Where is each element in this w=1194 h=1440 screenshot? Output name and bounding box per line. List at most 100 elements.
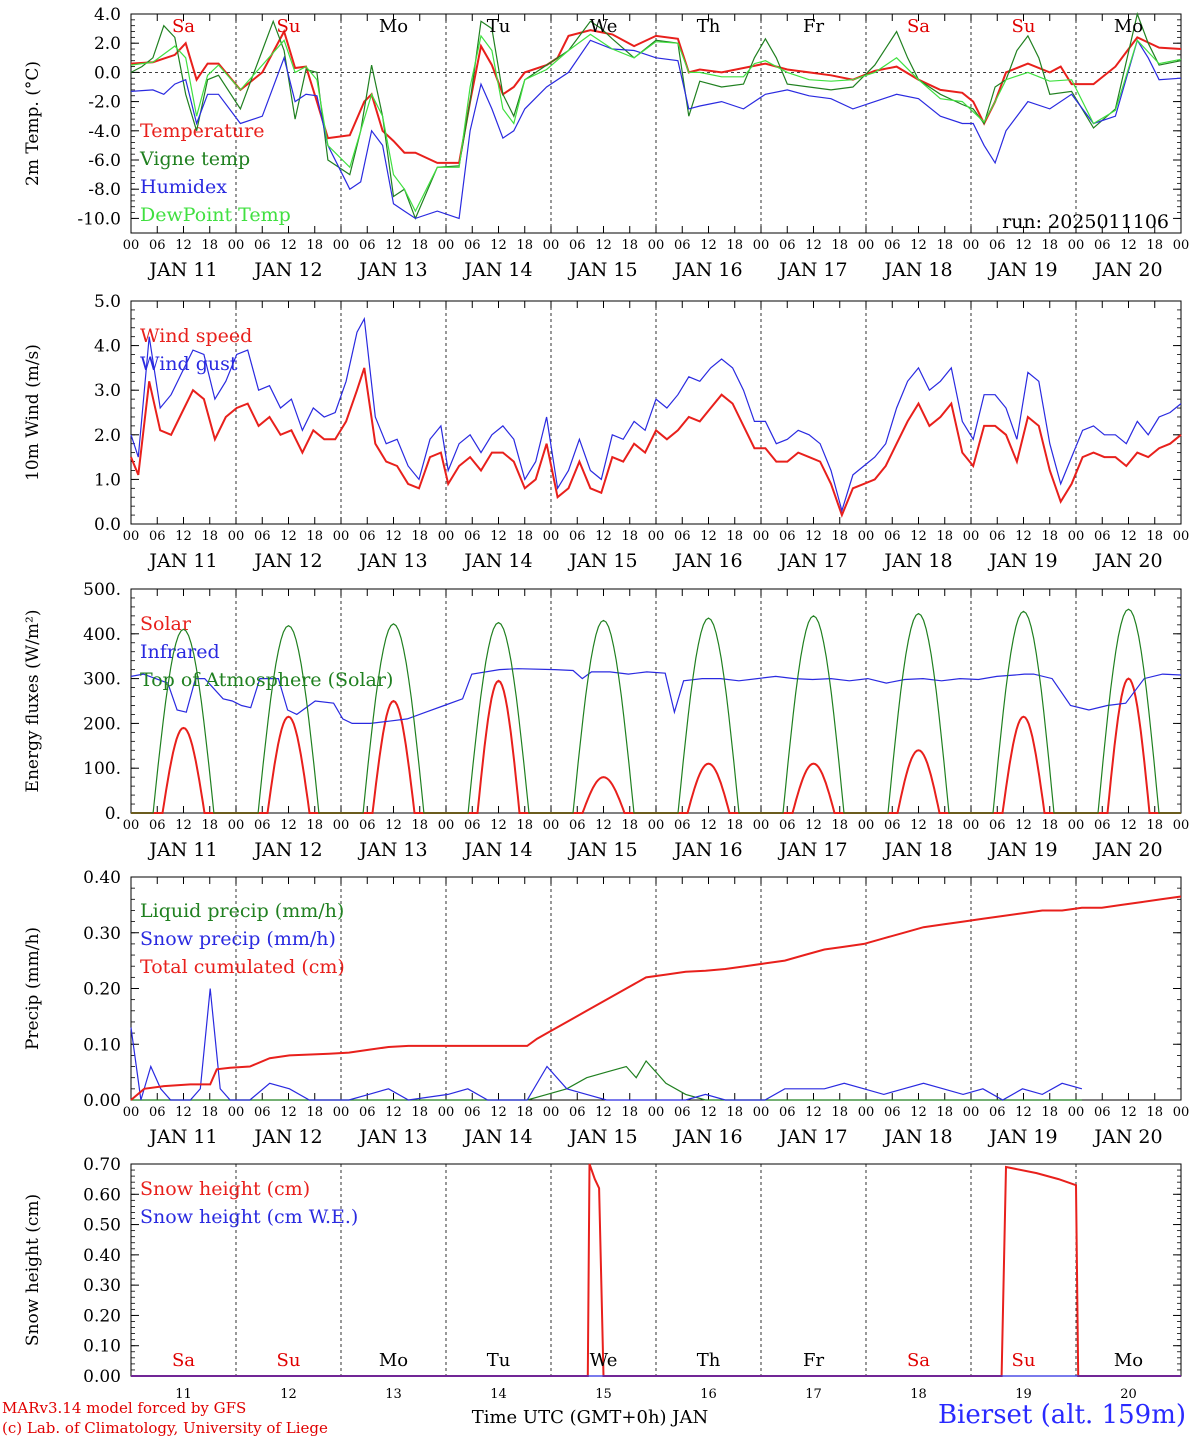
x-hour-label: 06 [149, 529, 166, 544]
x-hour-label: 18 [1041, 818, 1058, 833]
legend-entry: DewPoint Temp [140, 204, 291, 226]
x-hour-label: 00 [648, 238, 665, 253]
day-name: Su [1012, 1350, 1036, 1371]
run-label: run: 2025011106 [1002, 211, 1169, 233]
x-hour-label: 12 [700, 818, 717, 833]
x-hour-label: 12 [1015, 238, 1032, 253]
x-hour-label: 18 [1146, 1105, 1163, 1120]
day-number: 11 [175, 1387, 192, 1402]
day-number: 14 [490, 1387, 507, 1402]
x-hour-label: 18 [411, 1105, 428, 1120]
x-hour-label: 00 [1068, 818, 1085, 833]
y-axis-title: 10m Wind (m/s) [23, 344, 43, 481]
x-hour-label: 06 [569, 529, 586, 544]
x-hour-label: 06 [989, 818, 1006, 833]
x-date-label: JAN 14 [462, 839, 532, 861]
x-hour-label: 00 [1068, 1105, 1085, 1120]
x-hour-label: 06 [359, 529, 376, 544]
x-hour-label: 06 [884, 818, 901, 833]
legend-entry: Snow height (cm) [140, 1178, 310, 1200]
x-date-label: JAN 18 [882, 550, 952, 572]
x-hour-label: 12 [595, 1105, 612, 1120]
day-name: Th [697, 1350, 721, 1371]
x-hour-label: 18 [1146, 238, 1163, 253]
x-date-label: JAN 16 [672, 550, 742, 572]
day-name: Sa [907, 1350, 930, 1371]
x-hour-label: 18 [411, 529, 428, 544]
y-axis-title: Precip (mm/h) [23, 927, 43, 1050]
x-hour-label: 18 [621, 1105, 638, 1120]
legend-entry: Humidex [140, 176, 227, 198]
x-hour-label: 06 [674, 238, 691, 253]
x-hour-label: 06 [1094, 238, 1111, 253]
y-tick-label: 2.0 [94, 426, 121, 446]
x-hour-label: 00 [228, 529, 245, 544]
x-hour-label: 00 [1068, 529, 1085, 544]
legend-entry: Vigne temp [139, 148, 250, 170]
x-hour-label: 18 [516, 1105, 533, 1120]
x-hour-label: 06 [989, 238, 1006, 253]
x-hour-label: 18 [936, 529, 953, 544]
x-hour-label: 18 [726, 529, 743, 544]
day-name: Th [697, 16, 721, 37]
y-tick-label: -8.0 [88, 180, 121, 200]
legend-entry: Solar [140, 613, 192, 635]
y-axis-title: Energy fluxes (W/m²) [23, 610, 43, 793]
x-hour-label: 18 [306, 529, 323, 544]
x-date-label: JAN 11 [147, 550, 217, 572]
x-hour-label: 06 [464, 238, 481, 253]
x-hour-label: 18 [201, 818, 218, 833]
x-hour-label: 06 [464, 818, 481, 833]
y-tick-label: -10.0 [77, 209, 121, 229]
x-hour-label: 00 [123, 1105, 140, 1120]
y-tick-label: 0.30 [83, 924, 121, 944]
model-credit: MARv3.14 model forced by GFS [2, 1399, 247, 1417]
x-hour-label: 12 [385, 1105, 402, 1120]
y-tick-label: 0.60 [83, 1185, 121, 1205]
x-hour-label: 18 [621, 238, 638, 253]
x-hour-label: 00 [543, 818, 560, 833]
x-hour-label: 00 [438, 1105, 455, 1120]
x-date-label: JAN 12 [252, 550, 322, 572]
x-hour-label: 18 [831, 238, 848, 253]
legend-entry: Temperature [140, 120, 264, 142]
x-hour-label: 12 [175, 238, 192, 253]
x-hour-label: 00 [648, 818, 665, 833]
y-tick-label: 4.0 [94, 5, 121, 25]
plot-frame [130, 588, 1182, 814]
day-name: Mo [1114, 1350, 1143, 1371]
x-hour-label: 06 [1094, 1105, 1111, 1120]
x-hour-label: 18 [936, 1105, 953, 1120]
day-name: We [590, 16, 618, 37]
x-hour-label: 18 [201, 529, 218, 544]
day-name: We [590, 1350, 618, 1371]
x-date-label: JAN 20 [1092, 1126, 1162, 1148]
day-name: Fr [803, 16, 824, 37]
x-hour-label: 12 [175, 529, 192, 544]
y-tick-label: 400. [83, 625, 121, 645]
day-name: Fr [803, 1350, 824, 1371]
day-name: Su [277, 16, 301, 37]
x-date-label: JAN 12 [252, 839, 322, 861]
x-hour-label: 18 [936, 818, 953, 833]
x-hour-label: 06 [884, 529, 901, 544]
y-tick-label: 3.0 [94, 381, 121, 401]
x-hour-label: 00 [333, 818, 350, 833]
x-date-label: JAN 20 [1092, 550, 1162, 572]
x-hour-label: 06 [359, 818, 376, 833]
x-hour-label: 00 [543, 238, 560, 253]
x-date-label: JAN 19 [987, 550, 1057, 572]
x-hour-label: 18 [201, 1105, 218, 1120]
station-label: Bierset (alt. 159m) [937, 1400, 1186, 1430]
y-tick-label: 0. [105, 804, 121, 824]
x-hour-label: 12 [490, 818, 507, 833]
lab-credit: (c) Lab. of Climatology, University of L… [2, 1419, 328, 1437]
x-hour-label: 00 [753, 1105, 770, 1120]
legend-entry: Top of Atmosphere (Solar) [140, 669, 393, 691]
day-name: Sa [172, 16, 195, 37]
y-tick-label: 0.10 [83, 1035, 121, 1055]
y-tick-label: 300. [83, 670, 121, 690]
day-number: 20 [1120, 1387, 1137, 1402]
x-hour-label: 06 [1094, 529, 1111, 544]
day-number: 16 [700, 1387, 717, 1402]
